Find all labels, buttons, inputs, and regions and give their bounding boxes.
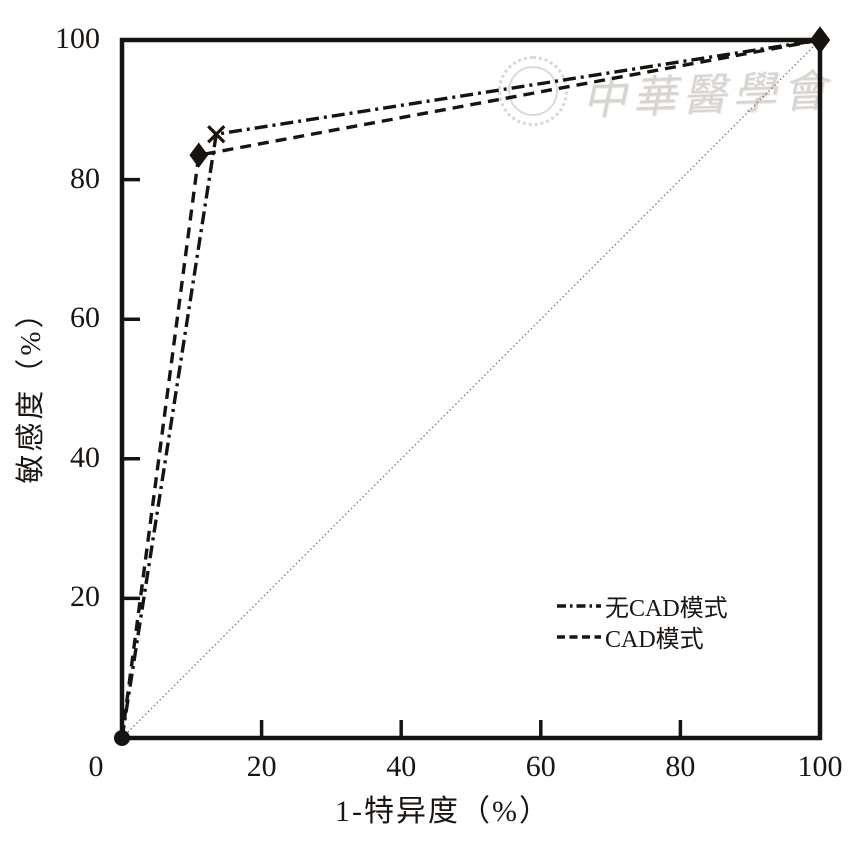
plot-frame [119, 37, 823, 741]
watermark: 中華醫學會 [498, 56, 833, 126]
legend-item-cad: CAD模式 [556, 621, 728, 653]
cma-seal-logo-inner-ring [508, 66, 558, 116]
cma-seal-logo-icon [498, 56, 568, 126]
legend-item-no-cad: 无CAD模式 [556, 590, 728, 622]
x-tick-label: 100 [797, 750, 843, 783]
y-tick-label: 20 [70, 580, 100, 614]
y-tick-label: 60 [70, 301, 100, 335]
legend-label-no-cad: 无CAD模式 [605, 596, 728, 622]
legend-label-cad: CAD模式 [605, 627, 704, 653]
x-tick-label: 20 [246, 750, 277, 783]
x-marker [207, 125, 226, 144]
series-line-cad [120, 38, 821, 739]
y-tick-label: 100 [55, 22, 100, 55]
series-line-no-cad [120, 38, 821, 739]
x-axis-title: 1-特异度（%） [335, 795, 551, 828]
x-tick-label: 40 [386, 750, 417, 783]
x-tick-label: 80 [665, 750, 696, 783]
y-tick-label: 80 [70, 161, 100, 195]
legend: 无CAD模式 CAD模式 [556, 590, 728, 653]
diagonal-reference-line [121, 39, 821, 739]
x-tick-label: 0 [88, 750, 104, 783]
diamond-marker [189, 142, 209, 168]
y-tick-label: 40 [70, 440, 100, 474]
legend-dashdot-line-sample [557, 603, 601, 608]
legend-dashed-line-sample [557, 634, 601, 639]
x-tick-label: 60 [525, 750, 556, 783]
